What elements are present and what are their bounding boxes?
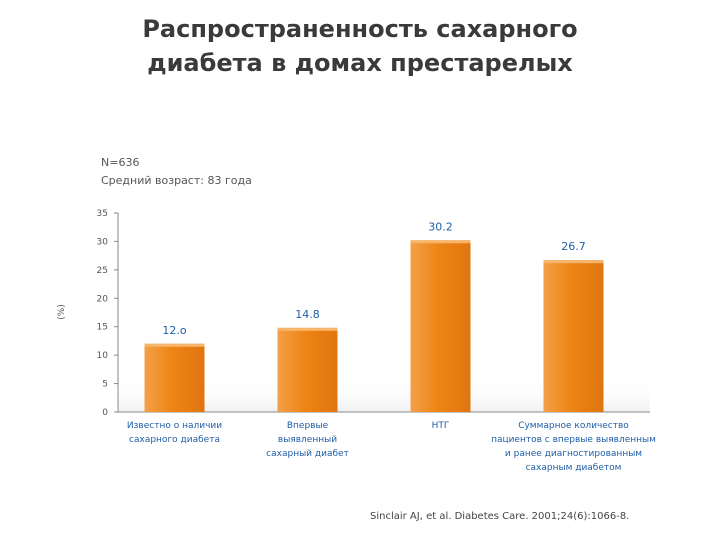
y-tick-label: 20: [97, 294, 109, 304]
sample-size: N=636: [101, 156, 140, 169]
y-axis-label: (%): [57, 304, 67, 320]
bar-top: [277, 327, 338, 331]
x-tick-label-line: сахарный диабет: [266, 449, 349, 459]
data-label: 26.7: [561, 240, 586, 253]
x-tick-label-line: и ранее диагностированным: [504, 449, 643, 459]
page-title: Распространенность сахарного диабета в д…: [0, 12, 720, 80]
y-tick-label: 5: [102, 380, 108, 390]
y-tick-label: 30: [97, 237, 109, 247]
title-line-2: диабета в домах престарелых: [147, 49, 573, 77]
x-tick-label: НТГ: [356, 419, 526, 433]
x-tick-label: Суммарное количество пациентов с впервые …: [489, 419, 659, 475]
y-tick-label: 15: [97, 323, 108, 333]
data-label: 14.8: [295, 308, 320, 321]
x-tick-label-line: Суммарное количество: [518, 421, 629, 431]
data-label: 30.2: [428, 220, 453, 233]
x-tick-label-line: сахарного диабета: [129, 435, 220, 445]
bar-top: [144, 343, 205, 347]
bar: [410, 240, 471, 412]
y-tick-label: 10: [97, 351, 109, 361]
bar-top: [410, 240, 471, 244]
bar: [144, 343, 205, 412]
bar-top: [543, 260, 604, 264]
x-tick-label-line: сахарным диабетом: [525, 463, 622, 473]
study-info: N=636 Средний возраст: 83 года: [101, 154, 252, 190]
x-tick-label-line: пациентов с впервые выявленным: [491, 435, 656, 445]
mean-age: Средний возраст: 83 года: [101, 174, 252, 187]
x-tick-label-line: выявленный: [277, 435, 338, 445]
bar: [543, 260, 604, 412]
bar: [277, 327, 338, 412]
title-line-1: Распространенность сахарного: [142, 15, 578, 43]
citation: Sinclair AJ, et al. Diabetes Care. 2001;…: [370, 511, 630, 522]
data-label: 12.o: [162, 324, 186, 337]
y-tick-label: 35: [97, 209, 108, 219]
x-tick-label: Известно о наличии сахарного диабета: [90, 419, 260, 447]
x-tick-label-line: Известно о наличии: [126, 421, 223, 431]
x-tick-label: Впервые выявленный сахарный диабет: [223, 419, 393, 461]
y-tick-label: 25: [97, 266, 108, 276]
x-tick-label-line: НТГ: [431, 421, 450, 431]
y-tick-label: 0: [102, 408, 108, 418]
x-tick-label-line: Впервые: [286, 421, 329, 431]
